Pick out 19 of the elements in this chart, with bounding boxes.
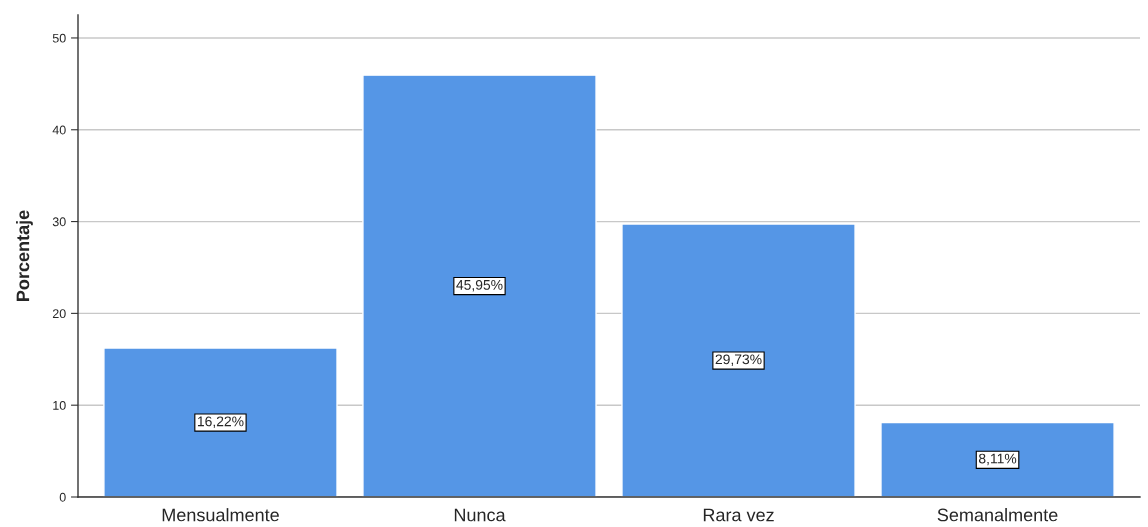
y-tick-label: 20 bbox=[52, 309, 66, 319]
y-tick-label: 50 bbox=[52, 33, 66, 43]
bar bbox=[103, 347, 338, 497]
y-tick-label: 10 bbox=[53, 400, 66, 410]
bar bbox=[880, 421, 1115, 497]
data-label: 29,73% bbox=[715, 354, 762, 366]
bar bbox=[362, 74, 597, 497]
bar bbox=[621, 223, 856, 497]
data-label: 16,22% bbox=[197, 416, 244, 428]
y-axis-title: Porcentaje bbox=[16, 210, 33, 301]
y-tick-label: 0 bbox=[59, 492, 66, 502]
x-tick-label: Semanalmente bbox=[937, 508, 1058, 522]
data-label: 45,95% bbox=[456, 279, 503, 292]
x-tick-label: Mensualmente bbox=[162, 508, 279, 522]
x-tick-label: Nunca bbox=[454, 508, 506, 522]
y-tick-label: 30 bbox=[52, 217, 66, 227]
x-tick-label: Rara vez bbox=[703, 508, 774, 522]
y-tick-label: 40 bbox=[52, 125, 66, 135]
data-label: 8,11% bbox=[978, 453, 1017, 466]
